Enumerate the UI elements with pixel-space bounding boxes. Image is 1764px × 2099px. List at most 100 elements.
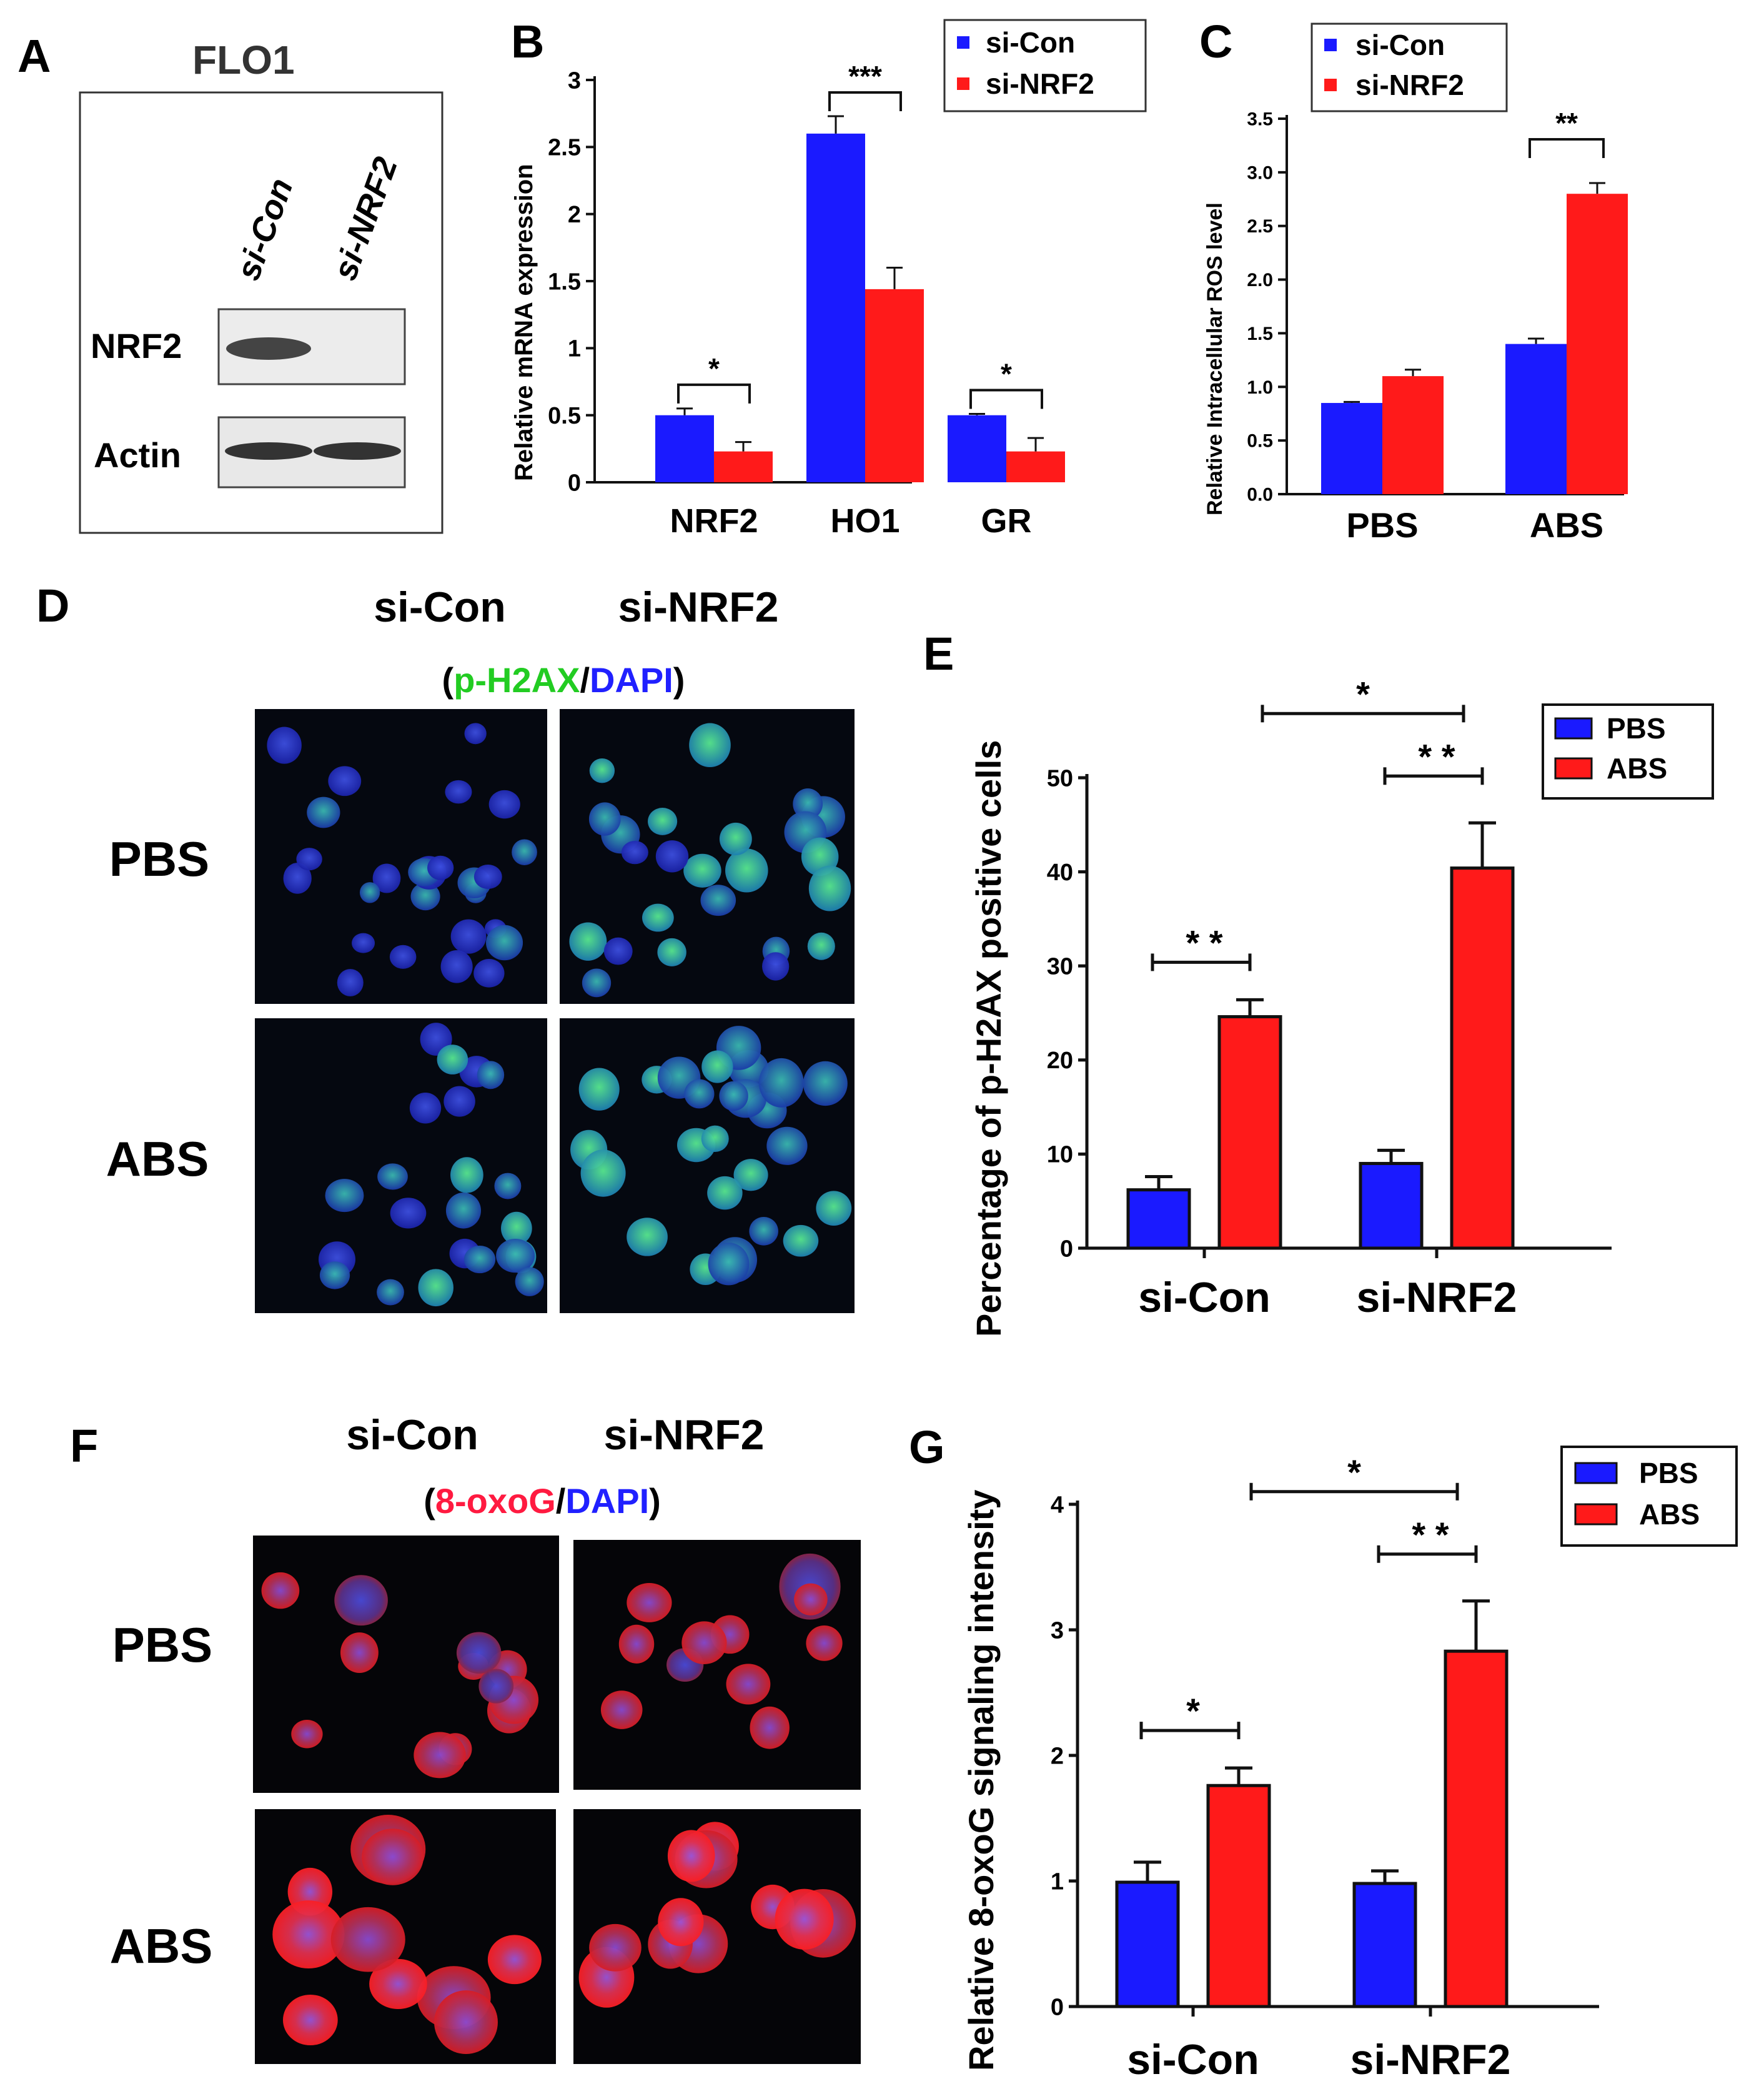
x-tick-label: HO1 (830, 502, 899, 540)
y-tick-label: 10 (1047, 1142, 1073, 1168)
significance-label: * (1001, 358, 1012, 390)
cell (655, 840, 689, 873)
legend-swatch-si-con (957, 36, 969, 49)
lane-label-si-nrf2: si-NRF2 (326, 152, 405, 285)
panel-f-stain-label: (8-oxoG/DAPI) (424, 1481, 661, 1521)
y-tick-label: 0 (1060, 1236, 1073, 1262)
cell (496, 1239, 535, 1273)
panel-letter-c: C (1199, 16, 1232, 67)
cell (648, 808, 678, 835)
cell (603, 937, 633, 965)
y-tick-label: 40 (1047, 860, 1073, 886)
cell (330, 1907, 405, 1972)
cell (719, 1081, 748, 1111)
cell (588, 802, 621, 836)
cell (340, 1632, 379, 1673)
cell (627, 1218, 668, 1256)
panel-letter-d: D (36, 580, 69, 632)
legend-swatch-si-nrf2 (957, 77, 969, 90)
bar-abs-si-con (1206, 1784, 1271, 2008)
cell (733, 1159, 768, 1191)
y-tick-label: 1 (1051, 1868, 1064, 1895)
panel-c-chart: C Relative Intracellular ROS level 0.0 0.… (1199, 16, 1628, 545)
panel-letter-b: B (511, 16, 544, 67)
cell (681, 1621, 727, 1664)
y-tick-label: 2.0 (1247, 270, 1273, 290)
cell (794, 1583, 828, 1615)
bar-si-nrf2-pbs (1382, 376, 1444, 494)
cell (434, 1990, 498, 2054)
legend-label-si-con: si-Con (986, 26, 1075, 59)
cell (369, 1958, 427, 2009)
cell (658, 1898, 704, 1947)
cell (450, 1157, 483, 1193)
cell (291, 1720, 323, 1749)
cell (473, 959, 505, 988)
cell (437, 1045, 468, 1074)
cell (372, 863, 401, 893)
cell (440, 950, 473, 983)
bar-si-nrf2-gr (1006, 451, 1065, 482)
band-actin-si-con (225, 442, 312, 460)
cell (359, 882, 380, 903)
cell (808, 865, 851, 911)
cell (485, 925, 523, 961)
cell (473, 865, 502, 890)
cell (409, 1092, 442, 1124)
cell (450, 919, 487, 954)
cell (803, 1061, 848, 1106)
panel-d-row-label-pbs: PBS (109, 831, 209, 886)
cell (478, 1669, 514, 1704)
y-tick-label: 20 (1047, 1048, 1073, 1074)
micrograph-f-cells (261, 1553, 856, 2054)
band-actin-si-nrf2 (314, 442, 401, 460)
cell (501, 1211, 532, 1245)
y-tick-label: 50 (1047, 765, 1073, 791)
significance-label: ** (1555, 107, 1578, 139)
panel-d-row-label-abs: ABS (106, 1131, 209, 1186)
cell (418, 1269, 453, 1307)
cell (578, 1068, 620, 1111)
bar-pbs-si-con (1126, 1188, 1191, 1250)
cell (389, 945, 417, 969)
y-tick-label: 30 (1047, 954, 1073, 980)
band-nrf2-si-con (226, 337, 311, 360)
cell (445, 1193, 482, 1229)
y-tick-label: 2 (1051, 1743, 1064, 1769)
cell (627, 1583, 672, 1622)
panel-letter-a: A (17, 30, 51, 82)
y-tick-label: 3 (568, 67, 581, 94)
x-tick-label: NRF2 (670, 502, 758, 540)
panel-d-col-label-si-nrf2: si-NRF2 (618, 583, 779, 631)
significance-label: * (1186, 1691, 1200, 1730)
panel-f-8oxog-images: F si-Con si-NRF2 (8-oxoG/DAPI) PBS ABS (70, 1411, 861, 2064)
significance-label: *** (848, 60, 882, 92)
y-tick-label: 0.5 (1247, 431, 1273, 452)
panel-f-col-label-si-nrf2: si-NRF2 (604, 1411, 765, 1459)
x-tick-label: si-Con (1138, 1274, 1271, 1321)
cell (463, 1245, 496, 1274)
cell (806, 1625, 843, 1661)
significance-label: * (1356, 674, 1370, 713)
legend-label-pbs: PBS (1639, 1457, 1698, 1489)
cell (758, 1058, 804, 1108)
legend-label-pbs: PBS (1607, 712, 1666, 745)
y-tick-label: 0.0 (1247, 485, 1273, 505)
y-tick-label: 4 (1051, 1492, 1064, 1518)
cell (816, 1191, 852, 1226)
cell (807, 932, 835, 960)
cell (390, 1198, 427, 1229)
y-tick-label: 0 (568, 470, 581, 496)
legend-swatch-pbs (1554, 717, 1593, 740)
cell (261, 1572, 300, 1609)
chart-c-ylabel: Relative Intracellular ROS level (1203, 202, 1227, 515)
chart-b-ylabel: Relative mRNA expression (510, 164, 538, 481)
significance-bracket (677, 383, 751, 404)
significance-label: * (1347, 1452, 1361, 1492)
bar-si-nrf2-nrf2 (714, 451, 773, 482)
lane-label-si-con: si-Con (229, 174, 300, 285)
chart-e-ylabel: Percentage of p-H2AX positive cells (969, 740, 1008, 1337)
panel-f-col-label-si-con: si-Con (346, 1411, 478, 1459)
cell (749, 1216, 778, 1246)
